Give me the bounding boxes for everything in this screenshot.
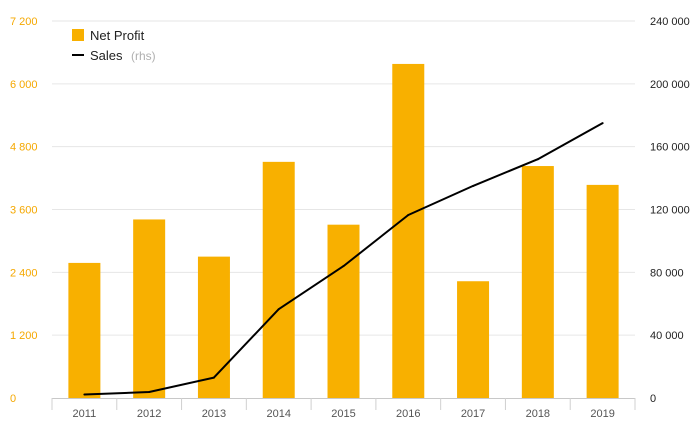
y-left-tick-label: 3 600 — [10, 205, 38, 217]
y-right-tick-label: 40 000 — [650, 330, 684, 342]
y-left-tick-label: 4 800 — [10, 142, 38, 154]
x-tick-label: 2013 — [202, 408, 226, 420]
legend-label-sales: Sales (rhs) — [90, 47, 156, 64]
x-tick-label: 2015 — [331, 408, 355, 420]
sales-point — [536, 158, 539, 161]
net-profit-bar — [68, 262, 101, 398]
x-tick-label: 2018 — [526, 408, 550, 420]
x-tick-label: 2017 — [461, 408, 485, 420]
y-right-tick-label: 240 000 — [650, 16, 690, 28]
y-right-tick-label: 80 000 — [650, 267, 684, 279]
legend-label-sales-text: Sales — [90, 48, 123, 63]
net-profit-bar — [327, 224, 360, 398]
x-tick-label: 2016 — [396, 408, 420, 420]
net-profit-bar — [521, 166, 554, 398]
y-right-tick-label: 200 000 — [650, 79, 690, 91]
y-left-tick-label: 2 400 — [10, 267, 38, 279]
sales-point — [342, 265, 345, 268]
y-right-tick-label: 160 000 — [650, 142, 690, 154]
axes: 0 1 200 2 400 3 600 4 800 6 000 7 200 0 40 000 80… — [10, 16, 690, 420]
legend-label-sales-note: (rhs) — [131, 49, 156, 63]
x-tick-label: 2014 — [266, 408, 290, 420]
sales-point — [148, 391, 151, 394]
x-tick-label: 2012 — [137, 408, 161, 420]
legend-swatch-net-profit — [72, 29, 84, 41]
y-right-tick-label: 0 — [650, 393, 656, 405]
sales-point — [407, 213, 410, 216]
y-left-tick-label: 1 200 — [10, 330, 38, 342]
sales-point — [83, 393, 86, 396]
y-left-tick-label: 7 200 — [10, 16, 38, 28]
net-profit-bar — [197, 256, 230, 398]
net-profit-bar — [133, 219, 166, 398]
sales-point — [601, 122, 604, 125]
net-profit-bars — [68, 63, 619, 399]
legend: Net Profit Sales (rhs) — [72, 28, 156, 64]
legend-label-net-profit: Net Profit — [90, 28, 145, 43]
y-left-tick-label: 0 — [10, 393, 16, 405]
net-profit-bar — [262, 161, 295, 398]
net-profit-bar — [457, 281, 490, 398]
sales-line-layer — [83, 122, 604, 396]
sales-point — [277, 308, 280, 311]
net-profit-bar — [392, 63, 425, 399]
x-tick-label: 2011 — [73, 408, 97, 420]
sales-point — [472, 184, 475, 187]
y-right-tick-label: 120 000 — [650, 205, 690, 217]
x-tick-label: 2019 — [590, 408, 614, 420]
net-profit-bar — [586, 184, 619, 398]
sales-point — [212, 376, 215, 379]
y-left-tick-label: 6 000 — [10, 79, 38, 91]
